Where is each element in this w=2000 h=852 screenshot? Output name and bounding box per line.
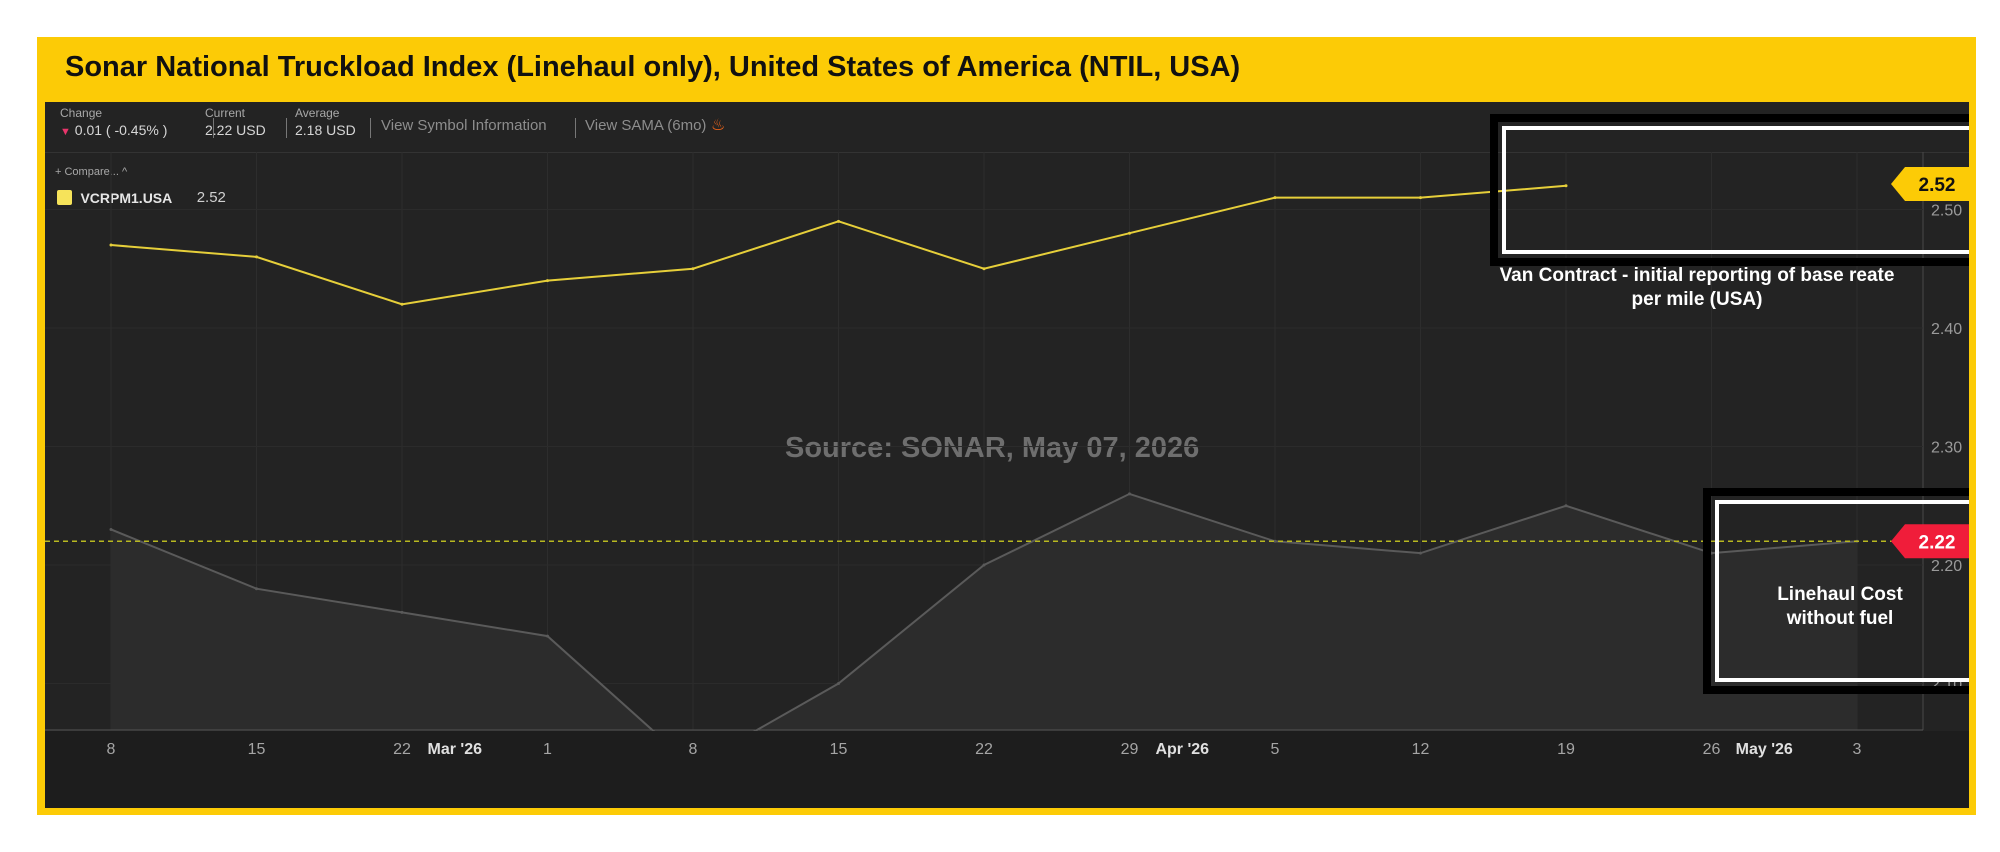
linehaul-area: [111, 493, 1857, 767]
x-tick-label: 8: [107, 741, 116, 758]
x-tick-label: 26: [1703, 741, 1721, 758]
toolbar-divider: [286, 118, 287, 138]
x-month-label: May '26: [1736, 741, 1793, 758]
linehaul-value-badge-shape: [1891, 524, 1969, 559]
linehaul-point: [1419, 551, 1422, 555]
y-tick-label: 2.20: [1931, 558, 1962, 575]
chart-panel: Change ▼ 0.01 ( -0.45% ) Current 2.22 US…: [45, 102, 1969, 808]
van-contract-point: [837, 219, 840, 223]
van-callout-box: [1490, 114, 1969, 266]
x-tick-label: 22: [393, 741, 411, 758]
view-symbol-link[interactable]: View Symbol Information: [381, 117, 547, 134]
x-tick-label: 22: [975, 741, 993, 758]
x-month-label: Mar '26: [428, 741, 483, 758]
linehaul-value-badge-label: 2.22: [1919, 532, 1956, 553]
legend-series-name: VCRPM1.USA: [80, 189, 173, 206]
change-value: 0.01 ( -0.45% ): [74, 122, 168, 138]
change-label: Change: [60, 106, 103, 120]
chart-title: Sonar National Truckload Index (Linehaul…: [65, 51, 1241, 83]
linehaul-annotation: Linehaul Cost without fuel: [1777, 584, 1903, 629]
van-contract-point: [1564, 184, 1568, 188]
y-tick-label: 2.30: [1931, 440, 1962, 457]
x-tick-label: 3: [1853, 741, 1862, 758]
van-contract-point: [400, 302, 404, 306]
x-tick-label: 29: [1121, 741, 1139, 758]
compare-button[interactable]: + Compare... ^: [55, 166, 128, 178]
van-contract-point: [255, 255, 258, 259]
van-contract-point: [691, 267, 695, 271]
down-arrow-icon: ▼: [60, 126, 71, 138]
source-watermark: Source: SONAR, May 07, 2026: [785, 432, 1200, 464]
van-contract-point: [546, 279, 549, 283]
van-value-badge-shape: [1891, 167, 1969, 201]
linehaul-callout-box: [1703, 488, 1969, 694]
change-stat: Change ▼ 0.01 ( -0.45% ): [60, 106, 167, 138]
linehaul-point: [546, 634, 549, 638]
current-label: Current: [205, 106, 246, 120]
average-label: Average: [295, 106, 340, 120]
flame-icon[interactable]: ♨: [711, 117, 726, 134]
current-stat: Current 2.22 USD: [205, 106, 266, 138]
linehaul-point: [1128, 492, 1131, 496]
chart-frame: Sonar National Truckload Index (Linehaul…: [37, 37, 1976, 815]
linehaul-point: [1273, 539, 1277, 543]
van-contract-point: [1419, 196, 1422, 200]
toolbar-divider: [213, 118, 214, 138]
van-contract-point: [109, 243, 113, 247]
x-tick-label: 1: [543, 741, 552, 758]
van-contract-point: [1273, 196, 1277, 200]
linehaul-point: [982, 563, 986, 567]
linehaul-point: [837, 682, 840, 685]
x-tick-label: 12: [1412, 741, 1430, 758]
legend-series-value: 2.52: [196, 189, 226, 207]
current-value: 2.22 USD: [205, 122, 266, 138]
line-chart: 2.102.202.302.402.508 15 22 1 8 15 22 29 5 12 19 26…: [45, 152, 1969, 808]
average-stat: Average 2.18 USD: [295, 106, 356, 138]
linehaul-point: [400, 610, 404, 614]
chart-toolbar: Change ▼ 0.01 ( -0.45% ) Current 2.22 US…: [45, 102, 1969, 153]
x-axis-band: [45, 731, 1969, 808]
legend[interactable]: VCRPM1.USA 2.52: [57, 189, 226, 207]
linehaul-point: [255, 587, 258, 591]
y-tick-label: 2.50: [1931, 203, 1962, 220]
toolbar-divider: [575, 118, 576, 138]
van-contract-point: [1128, 231, 1131, 235]
average-value: 2.18 USD: [295, 122, 356, 138]
legend-swatch: [57, 190, 72, 206]
x-month-label: Apr '26: [1155, 741, 1209, 758]
linehaul-point: [109, 527, 113, 531]
linehaul-point: [1564, 504, 1568, 508]
x-tick-label: 8: [689, 741, 698, 758]
view-sama-link[interactable]: View SAMA (6mo): [585, 117, 707, 134]
x-tick-label: 15: [830, 741, 848, 758]
van-value-badge-label: 2.52: [1919, 175, 1956, 196]
van-contract-point: [982, 267, 986, 271]
van-annotation: Van Contract - initial reporting of base…: [1499, 265, 1895, 310]
x-tick-label: 19: [1557, 741, 1575, 758]
toolbar-divider: [370, 118, 371, 138]
y-tick-label: 2.40: [1931, 321, 1962, 338]
x-tick-label: 5: [1271, 741, 1280, 758]
x-tick-label: 15: [248, 741, 266, 758]
